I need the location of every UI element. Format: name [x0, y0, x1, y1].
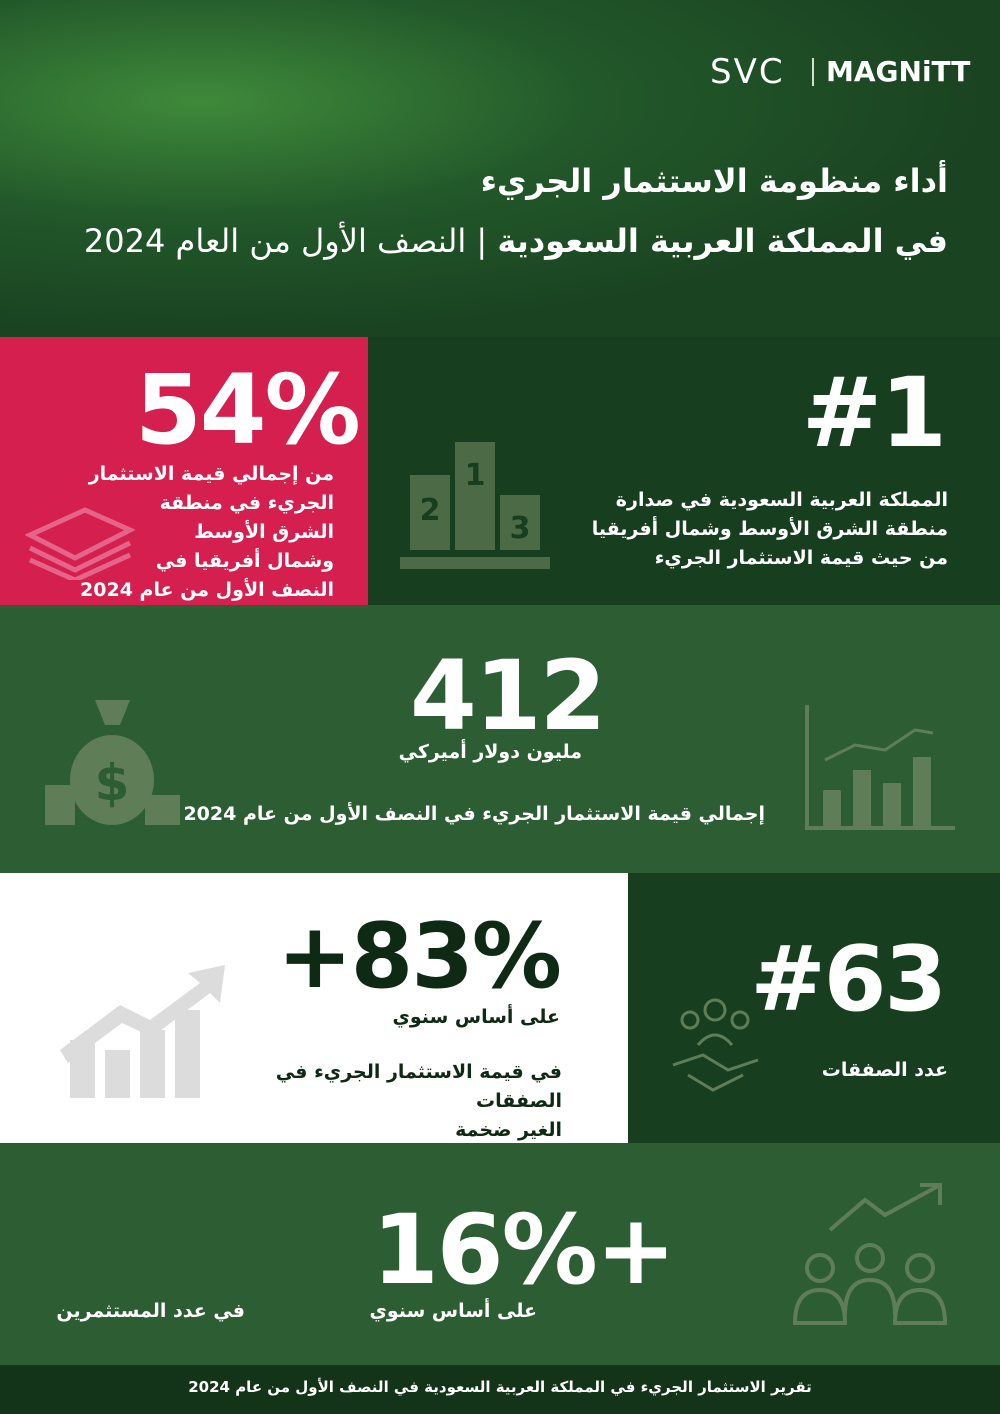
podium-icon: 213	[400, 442, 550, 569]
stat-83-text: في قيمة الاستثمار الجريء في الصفقات الغي…	[202, 1058, 562, 1145]
line: المملكة العربية السعودية في صدارة	[615, 489, 948, 511]
stat-1: #1	[801, 357, 947, 469]
line: وشمال أفريقيا في	[155, 550, 334, 572]
svg-text:3: 3	[510, 511, 531, 546]
logo-magnitt: MAGNiTT	[826, 55, 971, 88]
stat-54: 54%	[135, 354, 361, 466]
title-light: | النصف الأول من العام 2024	[83, 222, 488, 260]
title-line-1: أداء منظومة الاستثمار الجريء	[480, 162, 948, 200]
stat-16-text: في عدد المستثمرين	[56, 1300, 245, 1322]
handshake-icon	[672, 998, 759, 1092]
dark-panel-2	[628, 873, 1000, 1143]
svg-text:1: 1	[465, 458, 486, 493]
stat-412-text: إجمالي قيمة الاستثمار الجريء في النصف ال…	[183, 803, 765, 825]
growth-icon	[60, 965, 225, 1098]
chart-icon	[805, 705, 955, 830]
line: منطقة الشرق الأوسط وشمال أفريقيا	[591, 518, 948, 540]
logo-divider	[812, 58, 814, 86]
green-panel-2	[0, 1143, 1000, 1365]
stat-54-text: من إجمالي قيمة الاستثمار الجريء في منطقة…	[74, 460, 334, 605]
line: النصف الأول من عام 2024	[80, 579, 334, 601]
svg-text:2: 2	[420, 493, 441, 528]
line: من حيث قيمة الاستثمار الجريء	[654, 547, 948, 569]
footer	[0, 1365, 1000, 1414]
red-panel	[0, 337, 368, 605]
stat-412: 412	[410, 640, 606, 752]
svg-text:$: $	[95, 754, 130, 812]
line: من إجمالي قيمة الاستثمار	[88, 463, 334, 485]
line: الجريء في منطقة	[159, 492, 334, 514]
line: في قيمة الاستثمار الجريء في الصفقات	[275, 1061, 562, 1112]
line: الغير ضخمة	[455, 1119, 562, 1141]
money-bag-icon: $	[45, 700, 180, 825]
line: الشرق الأوسط	[194, 521, 334, 543]
stat-1-text: المملكة العربية السعودية في صدارة منطقة …	[548, 486, 948, 573]
footer-text: تقرير الاستثمار الجريء في المملكة العربي…	[188, 1378, 812, 1396]
investors-icon	[792, 1183, 948, 1325]
title-line-2: في المملكة العربية السعودية | النصف الأو…	[84, 222, 948, 260]
stat-16: 16%+	[372, 1194, 676, 1306]
white-panel	[0, 873, 628, 1143]
stat-63-text: عدد الصفقات	[821, 1059, 948, 1081]
stat-83-unit: على أساس سنوي	[392, 1006, 560, 1028]
stat-16-unit: على أساس سنوي	[369, 1300, 537, 1322]
header	[0, 0, 1000, 337]
money-icon	[25, 507, 135, 580]
stat-63: #63	[750, 927, 947, 1032]
logo-svc: SVC	[710, 52, 785, 92]
stat-412-unit: مليون دولار أميركي	[398, 741, 582, 763]
title-bold: في المملكة العربية السعودية	[497, 222, 948, 260]
stat-83: +83%	[277, 904, 562, 1009]
